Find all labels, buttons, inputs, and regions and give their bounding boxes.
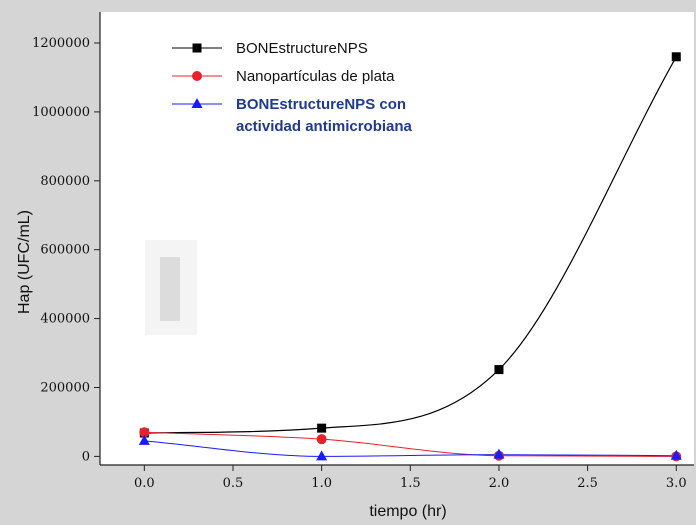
- data-point-series-3: [493, 448, 505, 459]
- x-tick-label: 2.0: [489, 476, 510, 491]
- legend-label-2: Nanopartículas de plata: [236, 68, 395, 85]
- legend-marker-3: [191, 98, 203, 108]
- y-axis-label: Hap (UFC/mL): [16, 210, 33, 314]
- data-point-series-3: [316, 450, 328, 461]
- y-tick-label: 1000000: [32, 105, 90, 120]
- y-tick-label: 200000: [40, 380, 90, 395]
- y-tick-label: 1200000: [32, 36, 90, 51]
- data-point-series-1: [494, 365, 504, 375]
- legend: BONEstructureNPS Nanopartículas de plata B…: [172, 40, 413, 135]
- legend-label-3: BONEstructureNPS con: [236, 96, 406, 113]
- legend-marker-1: [192, 43, 202, 53]
- blank-patch-left-inner: [160, 257, 180, 321]
- y-tick-label: 600000: [40, 243, 90, 258]
- data-point-series-3: [138, 434, 150, 445]
- data-point-series-2: [316, 434, 327, 445]
- legend-label-1: BONEstructureNPS: [236, 40, 368, 57]
- series-curves: [144, 56, 677, 457]
- series-line-3: [144, 440, 677, 457]
- legend-marker-2: [192, 71, 202, 81]
- data-point-series-1: [671, 52, 681, 62]
- x-tick-label: 0.0: [134, 476, 155, 491]
- series-markers: [138, 52, 682, 462]
- x-axis-label: tiempo (hr): [369, 503, 446, 520]
- legend-box: [150, 30, 550, 142]
- x-tick-label: 1.0: [311, 476, 332, 491]
- data-point-series-2: [139, 427, 150, 438]
- x-ticks: 0.0 0.5 1.0 1.5 2.0 2.5 3.0: [134, 465, 687, 491]
- series-line-1: [144, 56, 677, 434]
- y-tick-label: 0: [82, 449, 90, 464]
- series-line-2: [144, 431, 677, 457]
- x-tick-label: 0.5: [223, 476, 244, 491]
- blank-patch-right: [355, 168, 694, 310]
- y-ticks: 0 200000 400000 600000 800000 1000000 1200000: [32, 36, 100, 464]
- legend-label-3: actividad antimicrobiana: [236, 118, 413, 135]
- x-tick-label: 3.0: [666, 476, 687, 491]
- y-tick-label: 800000: [40, 174, 90, 189]
- y-tick-label: 400000: [40, 312, 90, 327]
- x-tick-label: 1.5: [400, 476, 421, 491]
- data-point-series-3: [670, 449, 682, 460]
- data-point-series-1: [317, 423, 327, 433]
- x-tick-label: 2.5: [577, 476, 598, 491]
